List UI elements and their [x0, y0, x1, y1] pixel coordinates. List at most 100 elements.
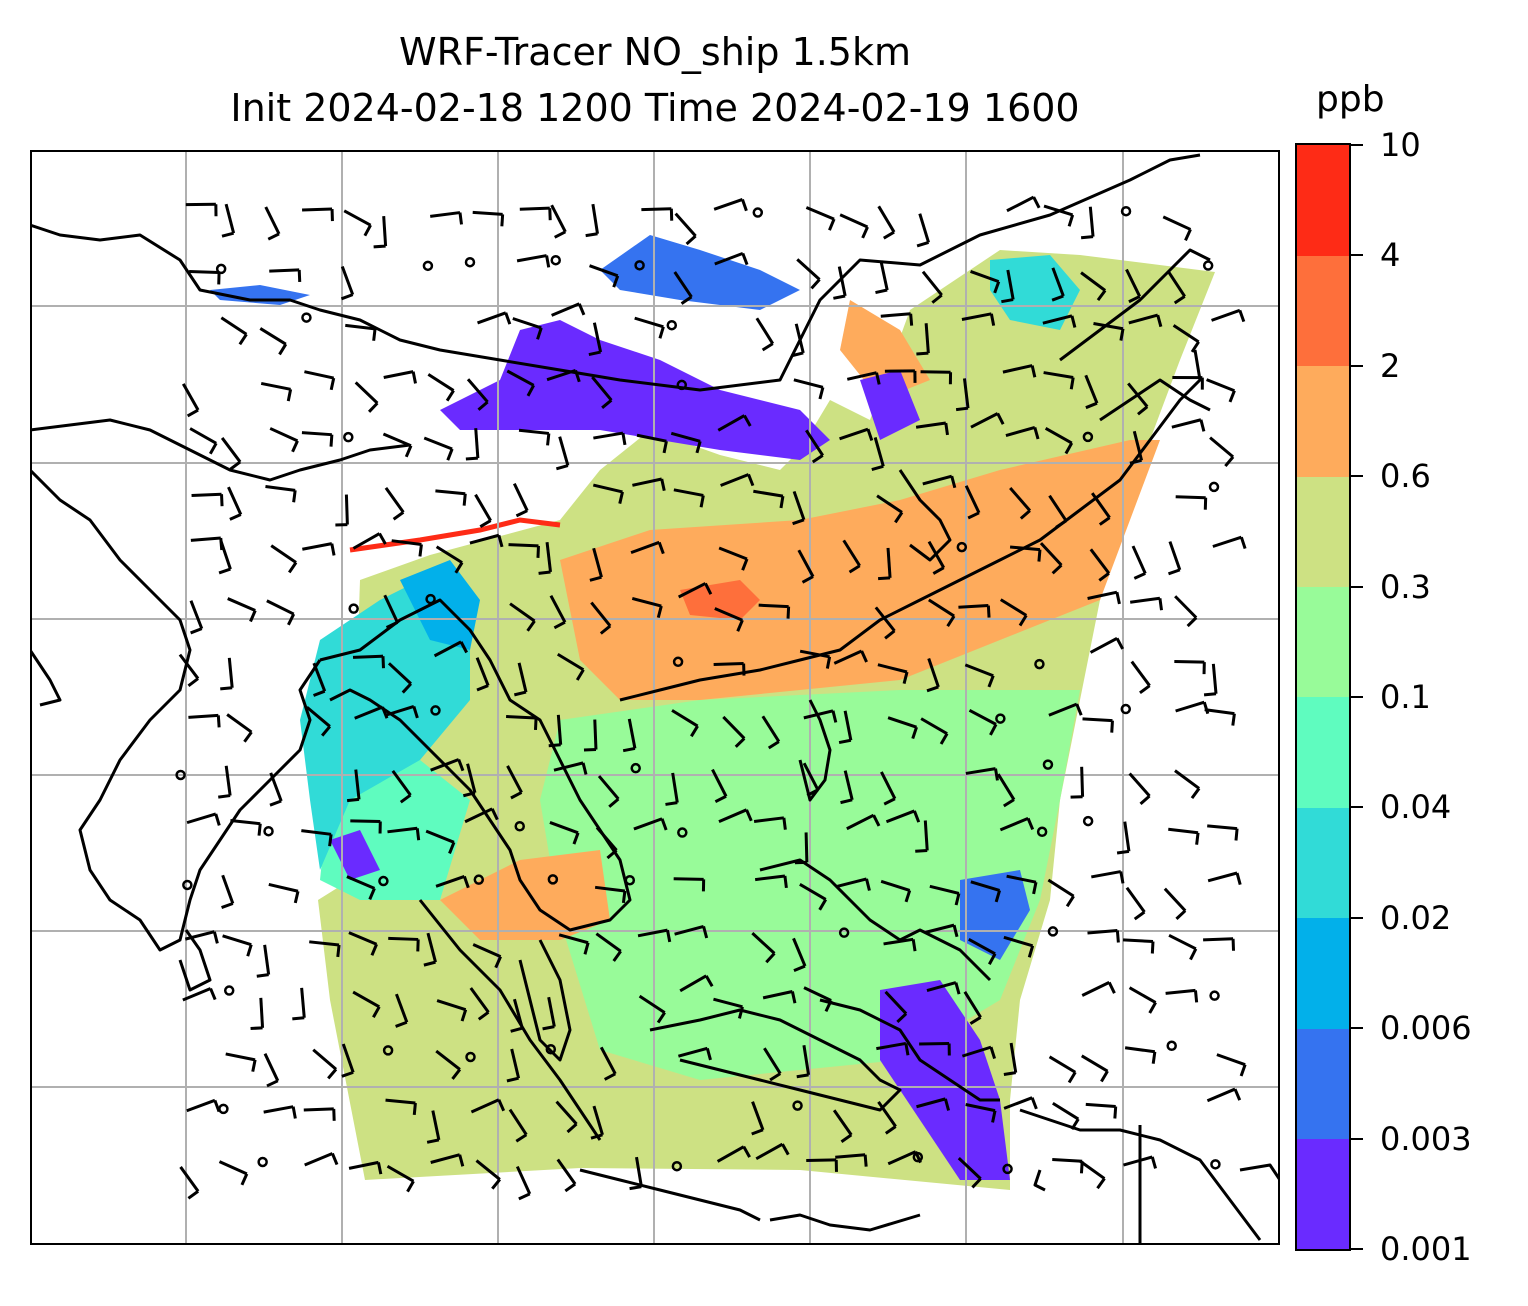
field-region-2-4: [680, 580, 760, 620]
wind-barb-flag: [741, 252, 749, 266]
calm-wind-circle: [624, 874, 636, 886]
colorbar-segment: [1297, 586, 1349, 698]
wind-barb-shaft: [1006, 195, 1035, 213]
wind-barb-flag: [714, 794, 727, 804]
colorbar-tick: [1351, 254, 1363, 257]
wind-barb-flag: [872, 814, 881, 827]
wind-barb-shaft: [545, 542, 552, 573]
wind-barb-flag: [884, 1125, 897, 1135]
wind-barb-shaft: [387, 662, 412, 685]
coastlines-and-borders: [32, 153, 1278, 1243]
wind-barb-flag: [291, 440, 299, 453]
wind-barb-shaft: [230, 819, 261, 826]
wind-barb-shaft: [634, 316, 664, 329]
wind-barb-shaft: [475, 657, 490, 687]
wind-barb-shaft: [671, 772, 679, 803]
wind-barb-flag: [1107, 981, 1116, 994]
wind-barb-flag: [991, 1110, 997, 1123]
wind-barb-shaft: [803, 709, 834, 720]
wind-barb-shaft: [916, 1097, 946, 1109]
wind-barb-flag: [1080, 235, 1094, 240]
calm-wind-circle: [348, 603, 359, 614]
wind-barb-shaft: [224, 765, 232, 796]
colorbar-tick: [1351, 144, 1363, 146]
wind-barb-flag: [793, 964, 806, 973]
wind-barb-shaft: [556, 1158, 577, 1185]
wind-barb-flag: [221, 902, 234, 909]
colorbar-tick: [1351, 806, 1363, 809]
wind-barb-shaft: [269, 772, 283, 802]
wind-barb-flag: [313, 689, 326, 697]
wind-barb-flag: [971, 1177, 982, 1189]
wind-barb-flag: [695, 440, 702, 454]
wind-barb-shaft: [1080, 271, 1107, 292]
wind-barb-flag: [412, 1102, 417, 1116]
colorbar-tick-label: 2: [1380, 346, 1401, 385]
wind-barb-flag: [378, 532, 387, 545]
wind-barb-shaft: [382, 216, 388, 247]
wind-barb-flag: [269, 799, 282, 807]
wind-barb-flag: [909, 313, 914, 326]
wind-barb-shaft: [804, 832, 809, 863]
wind-barb-flag: [993, 281, 1001, 294]
colorbar-segment: [1297, 255, 1349, 367]
wind-barb-shaft: [259, 997, 265, 1028]
calm-wind-circle: [1210, 1159, 1221, 1170]
wind-barb-flag: [423, 960, 436, 967]
wind-barb-flag: [1239, 1064, 1247, 1077]
wind-barb-flag: [915, 848, 928, 853]
calm-wind-circle: [545, 1043, 557, 1055]
wind-barb-flag: [1067, 1071, 1077, 1084]
wind-barb-flag: [479, 519, 492, 528]
colorbar-tick: [1351, 916, 1363, 919]
wind-barb-shaft: [880, 771, 897, 800]
wind-barb-flag: [1175, 909, 1187, 920]
wind-barb-shaft: [469, 987, 490, 1014]
wind-barb-shaft: [796, 258, 821, 281]
wind-barb-flag: [1119, 328, 1125, 341]
wind-barb-shaft: [1003, 935, 1034, 948]
wind-barb-flag: [955, 406, 969, 412]
wind-barb-shaft: [263, 1053, 280, 1082]
wind-barb-flag: [742, 1145, 751, 1158]
wind-barb-shaft: [753, 816, 785, 823]
calm-wind-circle: [1082, 431, 1094, 443]
wind-barb-shaft: [343, 209, 372, 227]
coastline-or-border: [32, 650, 62, 707]
wind-barb-flag: [736, 619, 744, 632]
wind-barb-flag: [656, 605, 663, 619]
wind-barb-shaft: [591, 376, 613, 402]
wind-barb-shaft: [839, 427, 869, 441]
wind-barb-shaft: [512, 317, 542, 330]
wind-barb-flag: [1239, 536, 1247, 550]
wind-barb-shaft: [1174, 659, 1205, 664]
calm-wind-circle: [473, 874, 485, 885]
colorbar-segment: [1297, 1028, 1349, 1140]
coastline-or-border: [1059, 248, 1211, 362]
wind-barb-shaft: [957, 1157, 982, 1180]
wind-barb-shaft: [304, 370, 335, 380]
wind-barb-shaft: [470, 1098, 500, 1114]
wind-barb-flag: [932, 566, 945, 575]
wind-barb-shaft: [1122, 938, 1154, 944]
wind-barb-flag: [1003, 1071, 1016, 1076]
wind-barb-flag: [286, 389, 293, 402]
wind-barb-shaft: [1044, 426, 1073, 445]
wind-barb-flag: [685, 234, 697, 246]
map-title-line-1: WRF-Tracer NO_ship 1.5km: [399, 30, 911, 74]
wind-barb-shaft: [962, 378, 970, 409]
wind-barb-shaft: [674, 924, 704, 936]
wind-barb-shaft: [1043, 204, 1074, 217]
wind-barb-shaft: [506, 765, 523, 794]
wind-barb-flag: [1224, 455, 1235, 468]
wind-barb-flag: [346, 797, 360, 803]
wind-barb-flag: [704, 975, 714, 988]
calm-wind-circle: [838, 927, 850, 938]
wind-barb-shaft: [592, 322, 603, 353]
wind-barb-shaft: [345, 323, 376, 331]
wind-barb-shaft: [632, 477, 663, 487]
wind-barb-shaft: [758, 603, 789, 609]
wind-barb-flag: [327, 1068, 338, 1080]
wind-barb-shaft: [763, 1047, 782, 1075]
wind-barb-flag: [506, 1076, 519, 1083]
